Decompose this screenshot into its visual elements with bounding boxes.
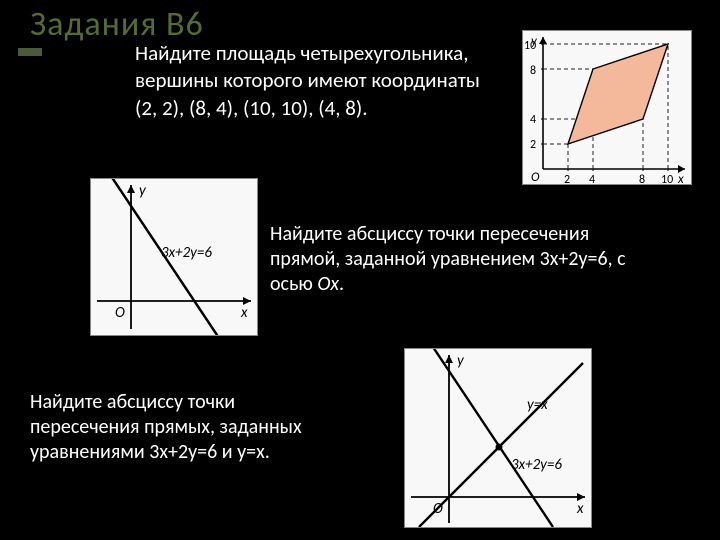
x-axis-label: x xyxy=(677,172,684,184)
svg-text:8: 8 xyxy=(530,64,536,78)
y-label-2: y xyxy=(139,182,147,200)
eq-yx: y=x xyxy=(527,396,548,414)
x-label-3: x xyxy=(576,500,584,518)
svg-text:4: 4 xyxy=(530,113,536,127)
svg-text:8: 8 xyxy=(639,173,645,184)
x-label-2: x xyxy=(240,304,248,322)
quad-svg: O x y 2 4 8 10 2 4 8 10 xyxy=(523,31,691,184)
task1-text: Найдите площадь четырехугольника, вершин… xyxy=(135,40,485,122)
svg-text:10: 10 xyxy=(524,39,536,53)
task2-suffix: . xyxy=(339,272,344,296)
svg-text:10: 10 xyxy=(661,173,673,184)
task2-italic: Ox xyxy=(317,272,339,296)
figure-intersect: O x y y=x 3x+2y=6 xyxy=(404,348,592,528)
task2-text: Найдите абсциссу точки пересечения прямо… xyxy=(270,222,640,297)
line-svg: O x y 3x+2y=6 xyxy=(91,179,257,335)
eq-3x2y: 3x+2y=6 xyxy=(511,456,562,474)
figure-line: O x y 3x+2y=6 xyxy=(90,178,258,336)
slide-title: Задания В6 xyxy=(30,4,204,45)
svg-text:2: 2 xyxy=(564,173,570,184)
svg-text:2: 2 xyxy=(530,138,536,152)
origin-label-2: O xyxy=(115,304,125,322)
origin-label: O xyxy=(531,170,540,184)
y-label-3: y xyxy=(457,352,465,370)
intersect-svg: O x y y=x 3x+2y=6 xyxy=(405,349,591,527)
task3-text: Найдите абсциссу точки пересечения прямы… xyxy=(30,390,330,465)
eq-label: 3x+2y=6 xyxy=(161,244,212,262)
svg-text:4: 4 xyxy=(589,173,595,184)
figure-quadrilateral: O x y 2 4 8 10 2 4 8 10 xyxy=(522,30,692,185)
left-decoration xyxy=(18,48,42,56)
